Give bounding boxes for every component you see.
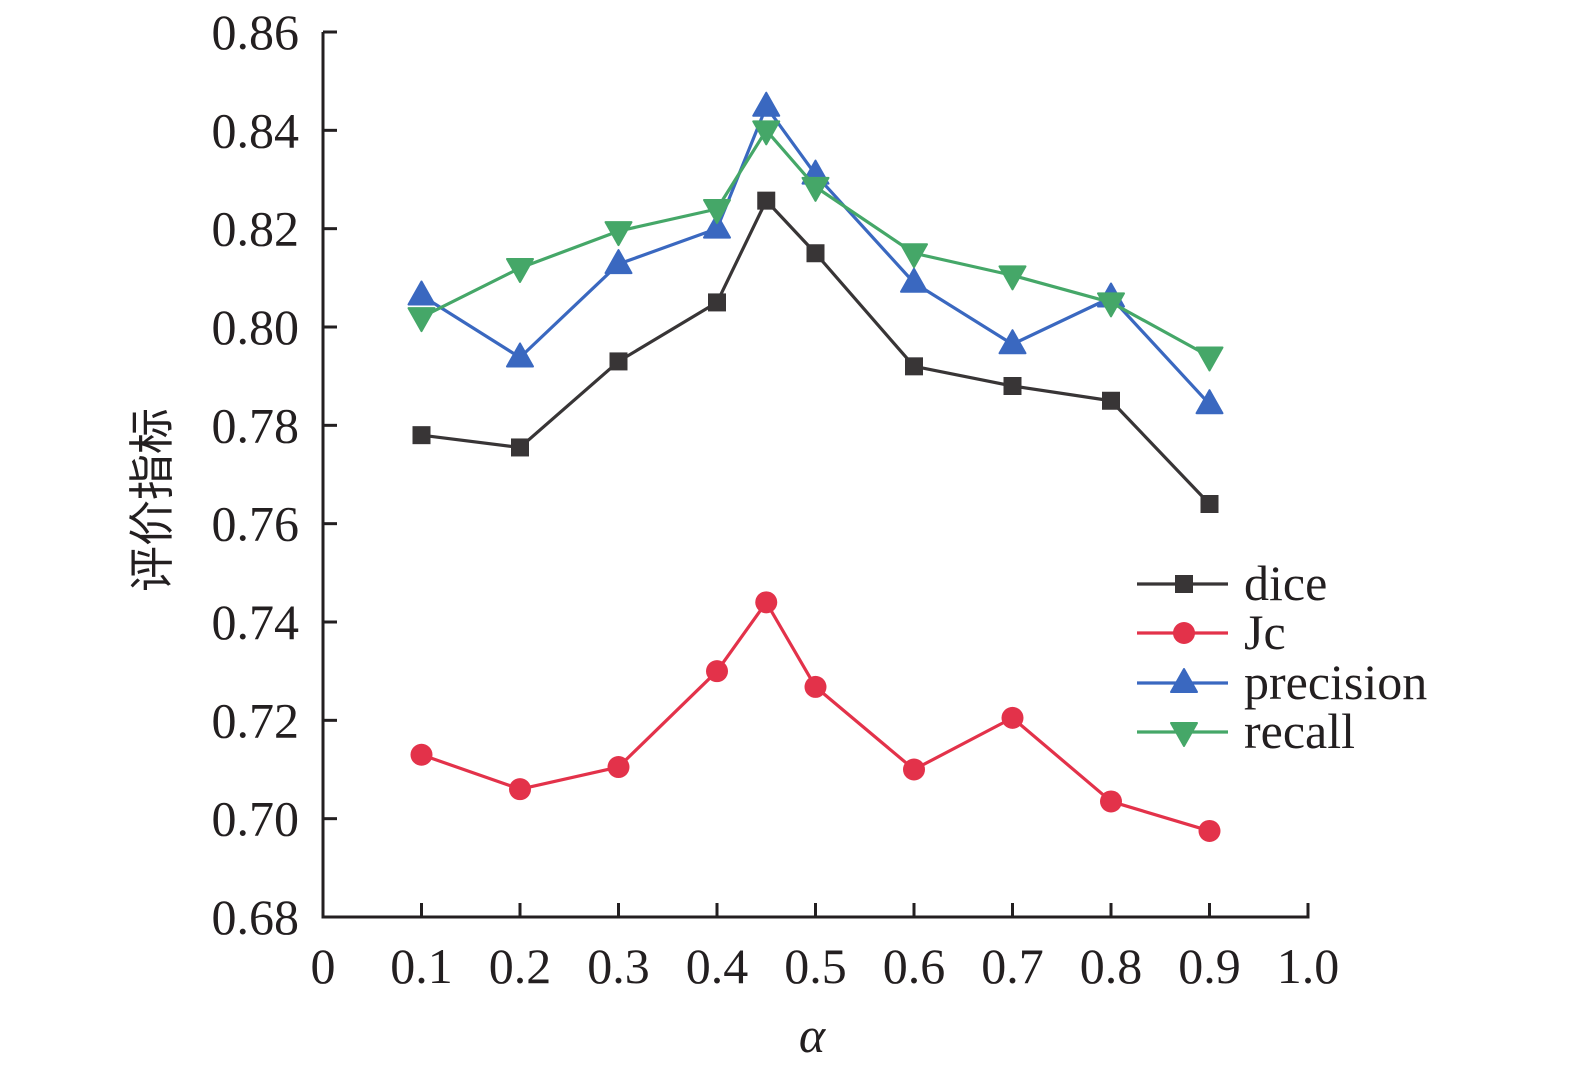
data-point-dice (1003, 377, 1022, 395)
axes: 0.680.700.720.740.760.780.800.820.840.86… (212, 4, 1340, 994)
data-point-recall (506, 258, 534, 283)
data-point-recall (752, 120, 781, 146)
x-tick-label: 0.8 (1080, 938, 1143, 994)
data-point-precision (998, 329, 1027, 355)
x-tick-label: 1.0 (1277, 938, 1340, 994)
series-jc (410, 591, 1221, 842)
data-point-recall (1195, 346, 1224, 372)
y-tick-label: 0.80 (212, 299, 300, 355)
legend-label: Jc (1244, 604, 1286, 660)
data-point-precision (506, 342, 534, 368)
data-point-dice (1102, 391, 1120, 410)
legend-item-jc: Jc (1137, 604, 1286, 660)
data-point-jc (607, 756, 630, 779)
y-tick-label: 0.86 (212, 4, 300, 60)
x-tick-label: 0.2 (489, 938, 552, 994)
legend-label: precision (1244, 654, 1427, 710)
x-tick-label: 0.1 (390, 938, 453, 994)
data-point-precision (900, 267, 928, 293)
data-point-recall (900, 243, 928, 269)
legend-label: recall (1244, 703, 1355, 759)
data-point-jc (755, 591, 778, 614)
legend-marker-icon (1170, 722, 1198, 747)
y-tick-label: 0.78 (212, 397, 300, 453)
series-line-recall (420, 128, 1211, 358)
data-point-precision (407, 280, 436, 306)
y-tick-label: 0.70 (212, 791, 300, 847)
y-tick-label: 0.68 (212, 889, 300, 945)
series-line-jc (420, 600, 1210, 833)
x-tick-label: 0.4 (686, 938, 749, 994)
data-point-jc (903, 758, 925, 781)
legend-item-precision: precision (1137, 654, 1427, 710)
x-tick-label: 0.9 (1178, 938, 1241, 994)
data-point-jc (706, 660, 728, 683)
x-tick-label: 0.6 (883, 938, 946, 994)
x-tick-label: 0.5 (784, 938, 847, 994)
legend-item-recall: recall (1137, 703, 1355, 759)
data-point-precision (604, 249, 633, 275)
data-point-dice (757, 191, 776, 210)
data-point-jc (509, 778, 531, 801)
y-tick-label: 0.84 (212, 102, 300, 158)
data-point-dice (511, 438, 529, 457)
data-point-recall (1097, 292, 1125, 318)
y-tick-label: 0.76 (212, 496, 300, 552)
series-recall (407, 120, 1224, 372)
data-point-jc (1001, 706, 1024, 729)
legend-item-dice: dice (1137, 555, 1327, 611)
legend-marker-icon (1175, 575, 1193, 593)
y-tick-label: 0.72 (212, 692, 300, 748)
data-point-jc (804, 675, 827, 698)
legend-marker-icon (1173, 622, 1195, 644)
legend-marker-icon (1170, 668, 1198, 693)
data-point-dice (609, 352, 628, 371)
x-tick-label: 0.7 (981, 938, 1044, 994)
data-point-dice (905, 357, 923, 376)
data-point-jc (1100, 790, 1122, 813)
data-point-dice (708, 293, 726, 312)
x-tick-label: 0.3 (587, 938, 650, 994)
data-point-precision (1195, 389, 1224, 415)
data-point-dice (412, 426, 431, 445)
data-point-dice (806, 244, 825, 263)
x-tick-label: 0 (311, 938, 336, 994)
data-point-dice (1200, 495, 1219, 513)
y-axis-title: 评价指标 (127, 408, 178, 592)
data-point-recall (703, 199, 731, 224)
data-point-jc (1198, 819, 1221, 842)
y-tick-label: 0.82 (212, 201, 300, 257)
series-line-dice (421, 199, 1211, 506)
x-axis-title: α (799, 1007, 827, 1063)
data-point-precision (752, 91, 781, 117)
data-point-recall (801, 176, 830, 202)
data-point-recall (998, 265, 1027, 291)
legend-label: dice (1244, 555, 1327, 611)
y-tick-label: 0.74 (212, 594, 300, 650)
series-layer (407, 91, 1224, 842)
data-point-recall (407, 307, 436, 333)
data-point-recall (604, 221, 633, 247)
data-point-jc (410, 743, 433, 766)
series-dice (412, 191, 1219, 513)
data-point-precision (703, 213, 731, 239)
series-line-precision (420, 105, 1211, 406)
